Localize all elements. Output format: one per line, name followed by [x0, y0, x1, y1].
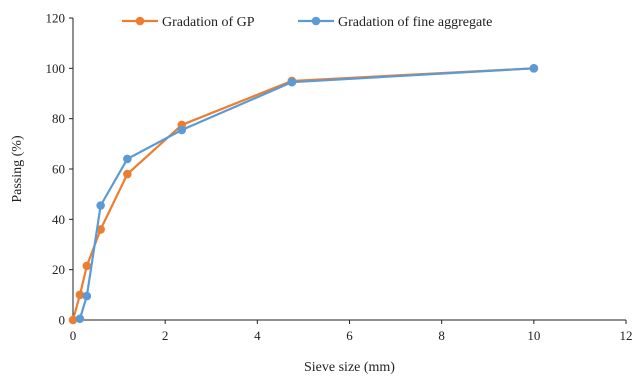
data-point	[177, 125, 187, 135]
y-tick-label: 0	[59, 313, 66, 328]
data-point	[75, 290, 85, 300]
x-tick-label: 8	[438, 328, 445, 343]
y-tick-label: 120	[46, 11, 66, 26]
legend-label: Gradation of fine aggregate	[338, 15, 492, 30]
legend-swatch-marker	[135, 16, 145, 26]
x-tick-label: 4	[254, 328, 261, 343]
data-point	[75, 314, 85, 324]
legend-swatch-marker	[311, 16, 321, 26]
data-point	[123, 169, 132, 179]
data-point	[529, 64, 539, 73]
x-tick-label: 10	[527, 328, 540, 343]
legend-label: Gradation of GP	[162, 15, 255, 30]
data-point	[96, 201, 105, 210]
x-tick-label: 12	[620, 328, 632, 343]
y-tick-label: 40	[52, 212, 65, 227]
y-tick-label: 20	[52, 262, 65, 277]
x-tick-label: 6	[346, 328, 353, 343]
data-point	[82, 261, 92, 271]
x-tick-label: 0	[70, 328, 77, 343]
y-tick-label: 100	[46, 61, 66, 76]
series-line	[78, 67, 534, 320]
data-point	[123, 154, 132, 164]
axes	[69, 17, 627, 324]
legend-item: Gradation of fine aggregate	[298, 15, 492, 30]
y-tick-label: 60	[52, 162, 65, 177]
data-point	[68, 315, 78, 325]
legend-item: Gradation of GP	[122, 15, 255, 30]
series-2	[75, 64, 539, 324]
data-point	[96, 225, 105, 234]
series-1	[68, 64, 539, 325]
y-axis-title: Passing (%)	[10, 135, 25, 203]
tick-labels: 0 20 40 60 80 100 120 0 2 4 6 8 10 12	[46, 11, 632, 344]
data-point	[82, 291, 92, 301]
x-axis-title: Sieve size (mm)	[304, 360, 395, 375]
data-point	[287, 77, 297, 87]
x-tick-label: 2	[162, 328, 169, 343]
y-tick-label: 80	[52, 111, 65, 126]
series-line	[71, 67, 534, 321]
series-layer	[68, 64, 539, 325]
legend: Gradation of GP Gradation of fine aggrega…	[122, 15, 492, 30]
